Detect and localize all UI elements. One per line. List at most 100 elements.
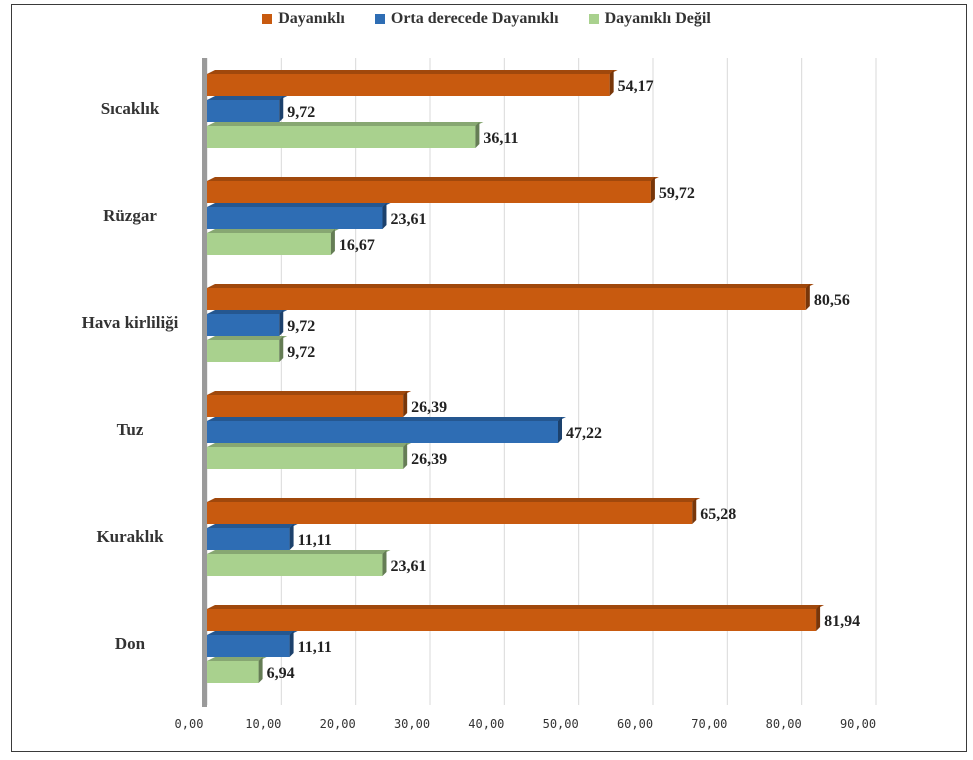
bar-side-face (475, 122, 480, 148)
bar (207, 233, 331, 255)
data-label: 47,22 (566, 425, 602, 442)
bar (207, 635, 290, 657)
bar-side-face (279, 336, 284, 362)
legend-label-degil: Dayanıklı Değil (604, 10, 711, 27)
bar-top-face (207, 391, 412, 395)
x-tick-label: 10,00 (245, 717, 281, 731)
bar-top-face (207, 122, 484, 126)
bar-top-face (207, 177, 659, 181)
category-label: Sıcaklık (101, 99, 160, 118)
bar (207, 447, 404, 469)
data-label: 11,11 (298, 532, 332, 549)
bar (207, 421, 559, 443)
data-label: 26,39 (411, 399, 447, 416)
bar-top-face (207, 657, 267, 661)
bar-top-face (207, 70, 618, 74)
data-label: 59,72 (659, 185, 695, 202)
bar-top-face (207, 631, 298, 635)
bar (207, 340, 280, 362)
x-tick-label: 20,00 (320, 717, 356, 731)
bar-side-face (382, 203, 387, 229)
legend: Dayanıklı Orta derecede Dayanıklı Dayanı… (0, 10, 973, 28)
bar-top-face (207, 203, 391, 207)
bar (207, 100, 280, 122)
bar-top-face (207, 417, 567, 421)
data-label: 9,72 (287, 318, 315, 335)
bar-top-face (207, 229, 339, 233)
legend-label-dayanikli: Dayanıklı (278, 10, 345, 27)
bar-top-face (207, 310, 288, 314)
legend-item-orta: Orta derecede Dayanıklı (374, 10, 559, 28)
data-label: 23,61 (391, 211, 427, 228)
bar-side-face (279, 310, 284, 336)
bar (207, 181, 651, 203)
data-label: 23,61 (391, 558, 427, 575)
data-label: 65,28 (700, 506, 736, 523)
bar-side-face (558, 417, 563, 443)
bar (207, 74, 610, 96)
category-label: Rüzgar (103, 206, 157, 225)
bar (207, 554, 383, 576)
legend-item-degil: Dayanıklı Değil (588, 10, 711, 28)
legend-item-dayanikli: Dayanıklı (262, 10, 345, 28)
data-label: 80,56 (814, 292, 850, 309)
x-tick-label: 60,00 (617, 717, 653, 731)
bar-top-face (207, 284, 814, 288)
legend-swatch-degil (588, 14, 599, 24)
bar (207, 126, 476, 148)
bar-top-face (207, 550, 391, 554)
data-label: 11,11 (298, 639, 332, 656)
category-label: Don (115, 634, 146, 653)
category-label: Kuraklık (96, 527, 164, 546)
bar-side-face (330, 229, 335, 255)
bar-side-face (279, 96, 284, 122)
y-axis-wall (202, 58, 207, 707)
data-label: 9,72 (287, 104, 315, 121)
bar-side-face (650, 177, 655, 203)
x-tick-label: 90,00 (840, 717, 876, 731)
bar-top-face (207, 605, 825, 609)
x-tick-label: 50,00 (543, 717, 579, 731)
x-tick-label: 0,00 (175, 717, 204, 731)
bar-side-face (258, 657, 263, 683)
bar (207, 609, 817, 631)
bar-top-face (207, 443, 412, 447)
x-tick-label: 40,00 (468, 717, 504, 731)
bar (207, 661, 259, 683)
bar (207, 502, 693, 524)
data-label: 36,11 (483, 130, 518, 147)
data-label: 6,94 (267, 665, 295, 682)
bar (207, 314, 280, 336)
x-tick-label: 70,00 (691, 717, 727, 731)
legend-swatch-orta (374, 14, 385, 24)
bar-side-face (289, 631, 294, 657)
bar-side-face (382, 550, 387, 576)
bar-side-face (692, 498, 697, 524)
bar-side-face (289, 524, 294, 550)
x-tick-label: 80,00 (766, 717, 802, 731)
bar (207, 395, 404, 417)
bar-top-face (207, 524, 298, 528)
legend-swatch-dayanikli (262, 14, 273, 24)
bar-top-face (207, 96, 288, 100)
bar (207, 528, 290, 550)
data-label: 54,17 (618, 78, 654, 95)
bar-side-face (816, 605, 821, 631)
bar-side-face (805, 284, 810, 310)
category-label: Tuz (117, 420, 144, 439)
bar-side-face (609, 70, 614, 96)
data-label: 16,67 (339, 237, 375, 254)
bar-side-face (403, 391, 408, 417)
data-label: 9,72 (287, 344, 315, 361)
data-label: 26,39 (411, 451, 447, 468)
bar-top-face (207, 498, 701, 502)
category-label: Hava kirliliği (82, 313, 179, 332)
bar (207, 288, 806, 310)
bar (207, 207, 383, 229)
bar-top-face (207, 336, 288, 340)
legend-label-orta: Orta derecede Dayanıklı (390, 10, 559, 27)
data-label: 81,94 (824, 613, 860, 630)
x-tick-label: 30,00 (394, 717, 430, 731)
bar-side-face (403, 443, 408, 469)
